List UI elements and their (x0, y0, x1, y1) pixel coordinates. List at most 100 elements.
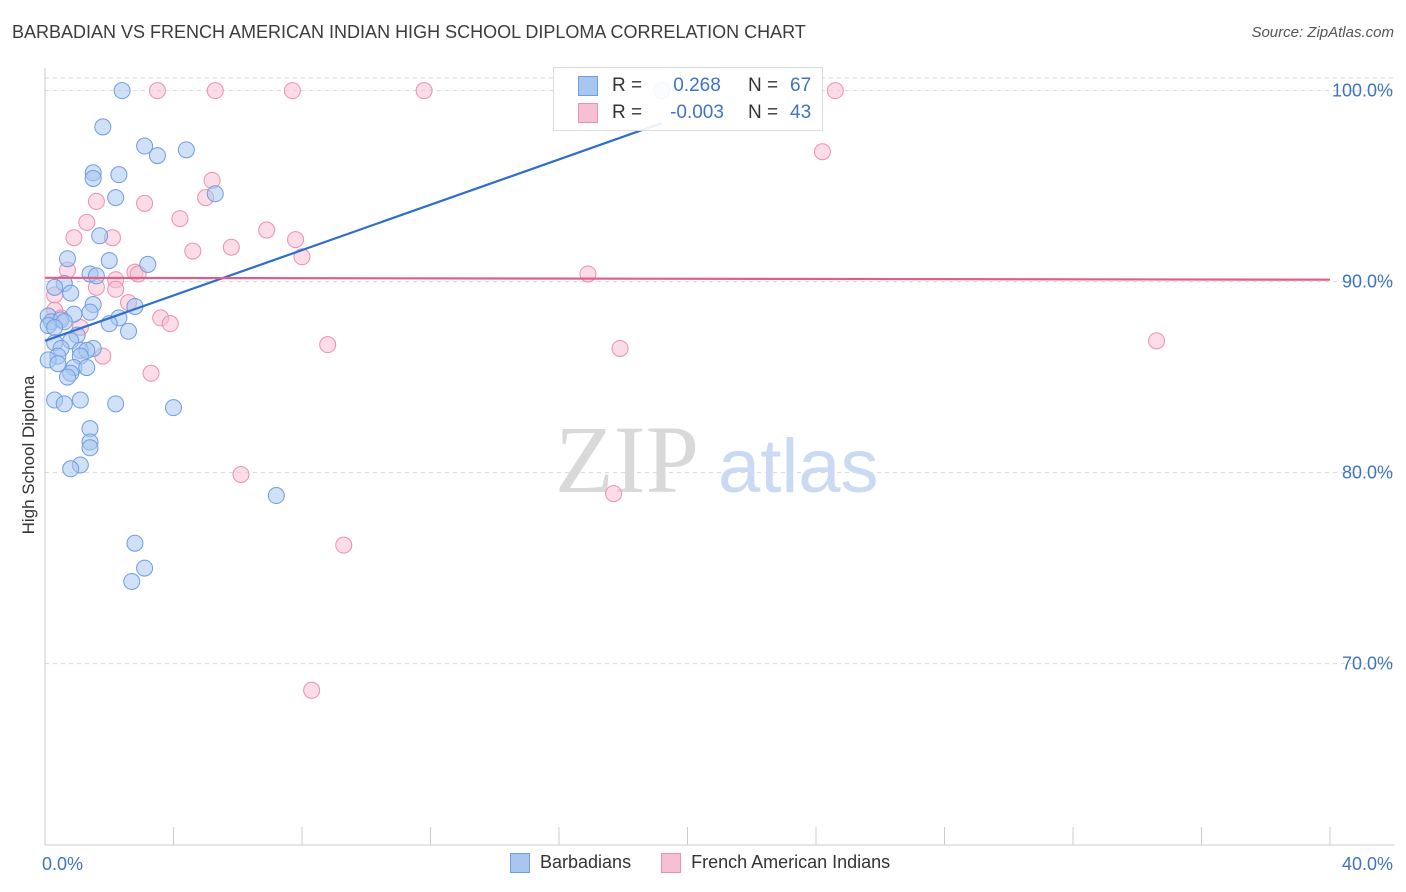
y-tick-label: 70.0% (1342, 654, 1393, 674)
legend-r-label: R = (612, 102, 643, 123)
source-credit: Source: ZipAtlas.com (1251, 24, 1394, 41)
data-point-barbadians (78, 359, 96, 377)
y-tick-label: 80.0% (1342, 463, 1393, 483)
data-point-barbadians (123, 572, 141, 590)
data-point-french-american-indians (136, 194, 154, 212)
legend-row-barbadians: R = 0.268 N = 67 (578, 73, 811, 99)
data-point-barbadians (120, 322, 138, 340)
data-point-barbadians (62, 284, 80, 302)
data-point-barbadians (94, 118, 112, 136)
data-point-barbadians (71, 391, 89, 409)
data-point-barbadians (46, 318, 64, 336)
data-point-french-american-indians (171, 210, 189, 228)
data-point-french-american-indians (1148, 332, 1166, 350)
watermark-atlas: atlas (718, 424, 879, 509)
data-point-french-american-indians (611, 339, 629, 357)
data-point-french-american-indians (283, 82, 301, 100)
y-tick-labels: 70.0% 80.0% 90.0% 100.0% (1332, 81, 1393, 674)
data-point-barbadians (58, 368, 76, 386)
data-point-barbadians (110, 166, 128, 184)
legend-n-value: 43 (790, 102, 812, 123)
data-point-french-american-indians (415, 82, 433, 100)
data-point-french-american-indians (319, 336, 337, 354)
legend-label-french-american-indians: French American Indians (691, 852, 891, 872)
data-point-french-american-indians (287, 231, 305, 249)
grid-lines (45, 77, 1395, 665)
data-point-french-american-indians (232, 466, 250, 484)
legend-label-barbadians: Barbadians (540, 852, 632, 872)
data-point-barbadians (58, 250, 76, 268)
data-point-french-american-indians (303, 681, 321, 699)
data-point-barbadians (126, 534, 144, 552)
legend-r-value: 0.268 (673, 75, 721, 96)
data-point-barbadians (136, 137, 154, 155)
data-point-barbadians (84, 169, 102, 187)
series-french-american-indians (46, 82, 1166, 699)
data-point-barbadians (81, 439, 99, 457)
data-point-barbadians (107, 189, 125, 207)
legend-swatch-blue (578, 76, 598, 96)
data-point-barbadians (100, 252, 118, 270)
trend-lines (44, 122, 1331, 342)
series-barbadians (39, 82, 671, 590)
data-point-french-american-indians (222, 238, 240, 256)
data-point-barbadians (267, 487, 285, 505)
data-point-french-american-indians (605, 485, 623, 503)
x-tick-labels: 0.0% 40.0% (42, 854, 1393, 874)
data-point-barbadians (46, 278, 64, 296)
data-point-french-american-indians (826, 82, 844, 100)
data-point-french-american-indians (107, 280, 125, 298)
x-tick-label-min: 0.0% (42, 854, 83, 874)
data-point-barbadians (206, 185, 224, 203)
legend-row-french-american-indians: R = -0.003 N = 43 (578, 100, 811, 126)
data-point-french-american-indians (813, 143, 831, 161)
x-tick-label-max: 40.0% (1342, 854, 1393, 874)
legend-n-value: 67 (790, 75, 812, 96)
chart-title: BARBADIAN VS FRENCH AMERICAN INDIAN HIGH… (12, 22, 806, 42)
data-point-barbadians (49, 355, 67, 373)
y-tick-label: 90.0% (1342, 272, 1393, 292)
data-point-french-american-indians (78, 213, 96, 231)
data-point-barbadians (113, 82, 131, 100)
data-point-barbadians (55, 395, 73, 413)
data-point-french-american-indians (65, 229, 83, 247)
legend-swatch-blue (510, 852, 530, 873)
data-point-french-american-indians (206, 82, 224, 100)
watermark-zip: ZIP (555, 406, 699, 513)
data-point-french-american-indians (184, 242, 202, 260)
correlation-legend: R = 0.268 N = 67 R = -0.003 N = 43 (553, 67, 823, 131)
data-point-french-american-indians (87, 192, 105, 210)
data-point-french-american-indians (142, 364, 160, 382)
data-point-french-american-indians (148, 82, 166, 100)
legend-swatch-pink (661, 852, 682, 873)
y-axis-title: High School Diploma (19, 375, 38, 534)
legend-n-label: N = (748, 102, 779, 123)
data-point-barbadians (177, 141, 195, 159)
axes (44, 68, 1395, 846)
legend-r-value: -0.003 (670, 102, 724, 123)
data-point-barbadians (81, 303, 99, 321)
legend-n-label: N = (748, 75, 779, 96)
data-point-barbadians (107, 395, 125, 413)
legend-swatch-pink (578, 103, 598, 123)
data-point-french-american-indians (258, 221, 276, 239)
legend-r-label: R = (612, 75, 643, 96)
y-tick-label: 100.0% (1332, 81, 1393, 101)
data-point-french-american-indians (161, 315, 179, 333)
data-point-barbadians (139, 255, 157, 273)
trend-line-barbadians (44, 122, 663, 342)
data-point-barbadians (136, 559, 154, 577)
data-point-french-american-indians (335, 536, 353, 554)
trend-line-french-american-indians (44, 276, 1331, 281)
data-point-barbadians (87, 267, 105, 285)
data-point-barbadians (91, 227, 109, 245)
legend-item-french-american-indians: French American Indians (661, 852, 890, 873)
watermark: ZIP atlas (555, 406, 879, 513)
data-point-barbadians (62, 460, 80, 478)
legend-item-barbadians: Barbadians (510, 852, 631, 873)
data-point-barbadians (148, 147, 166, 165)
data-point-barbadians (165, 399, 182, 417)
data-point-french-american-indians (293, 248, 311, 266)
series-legend: Barbadians French American Indians (510, 852, 920, 873)
